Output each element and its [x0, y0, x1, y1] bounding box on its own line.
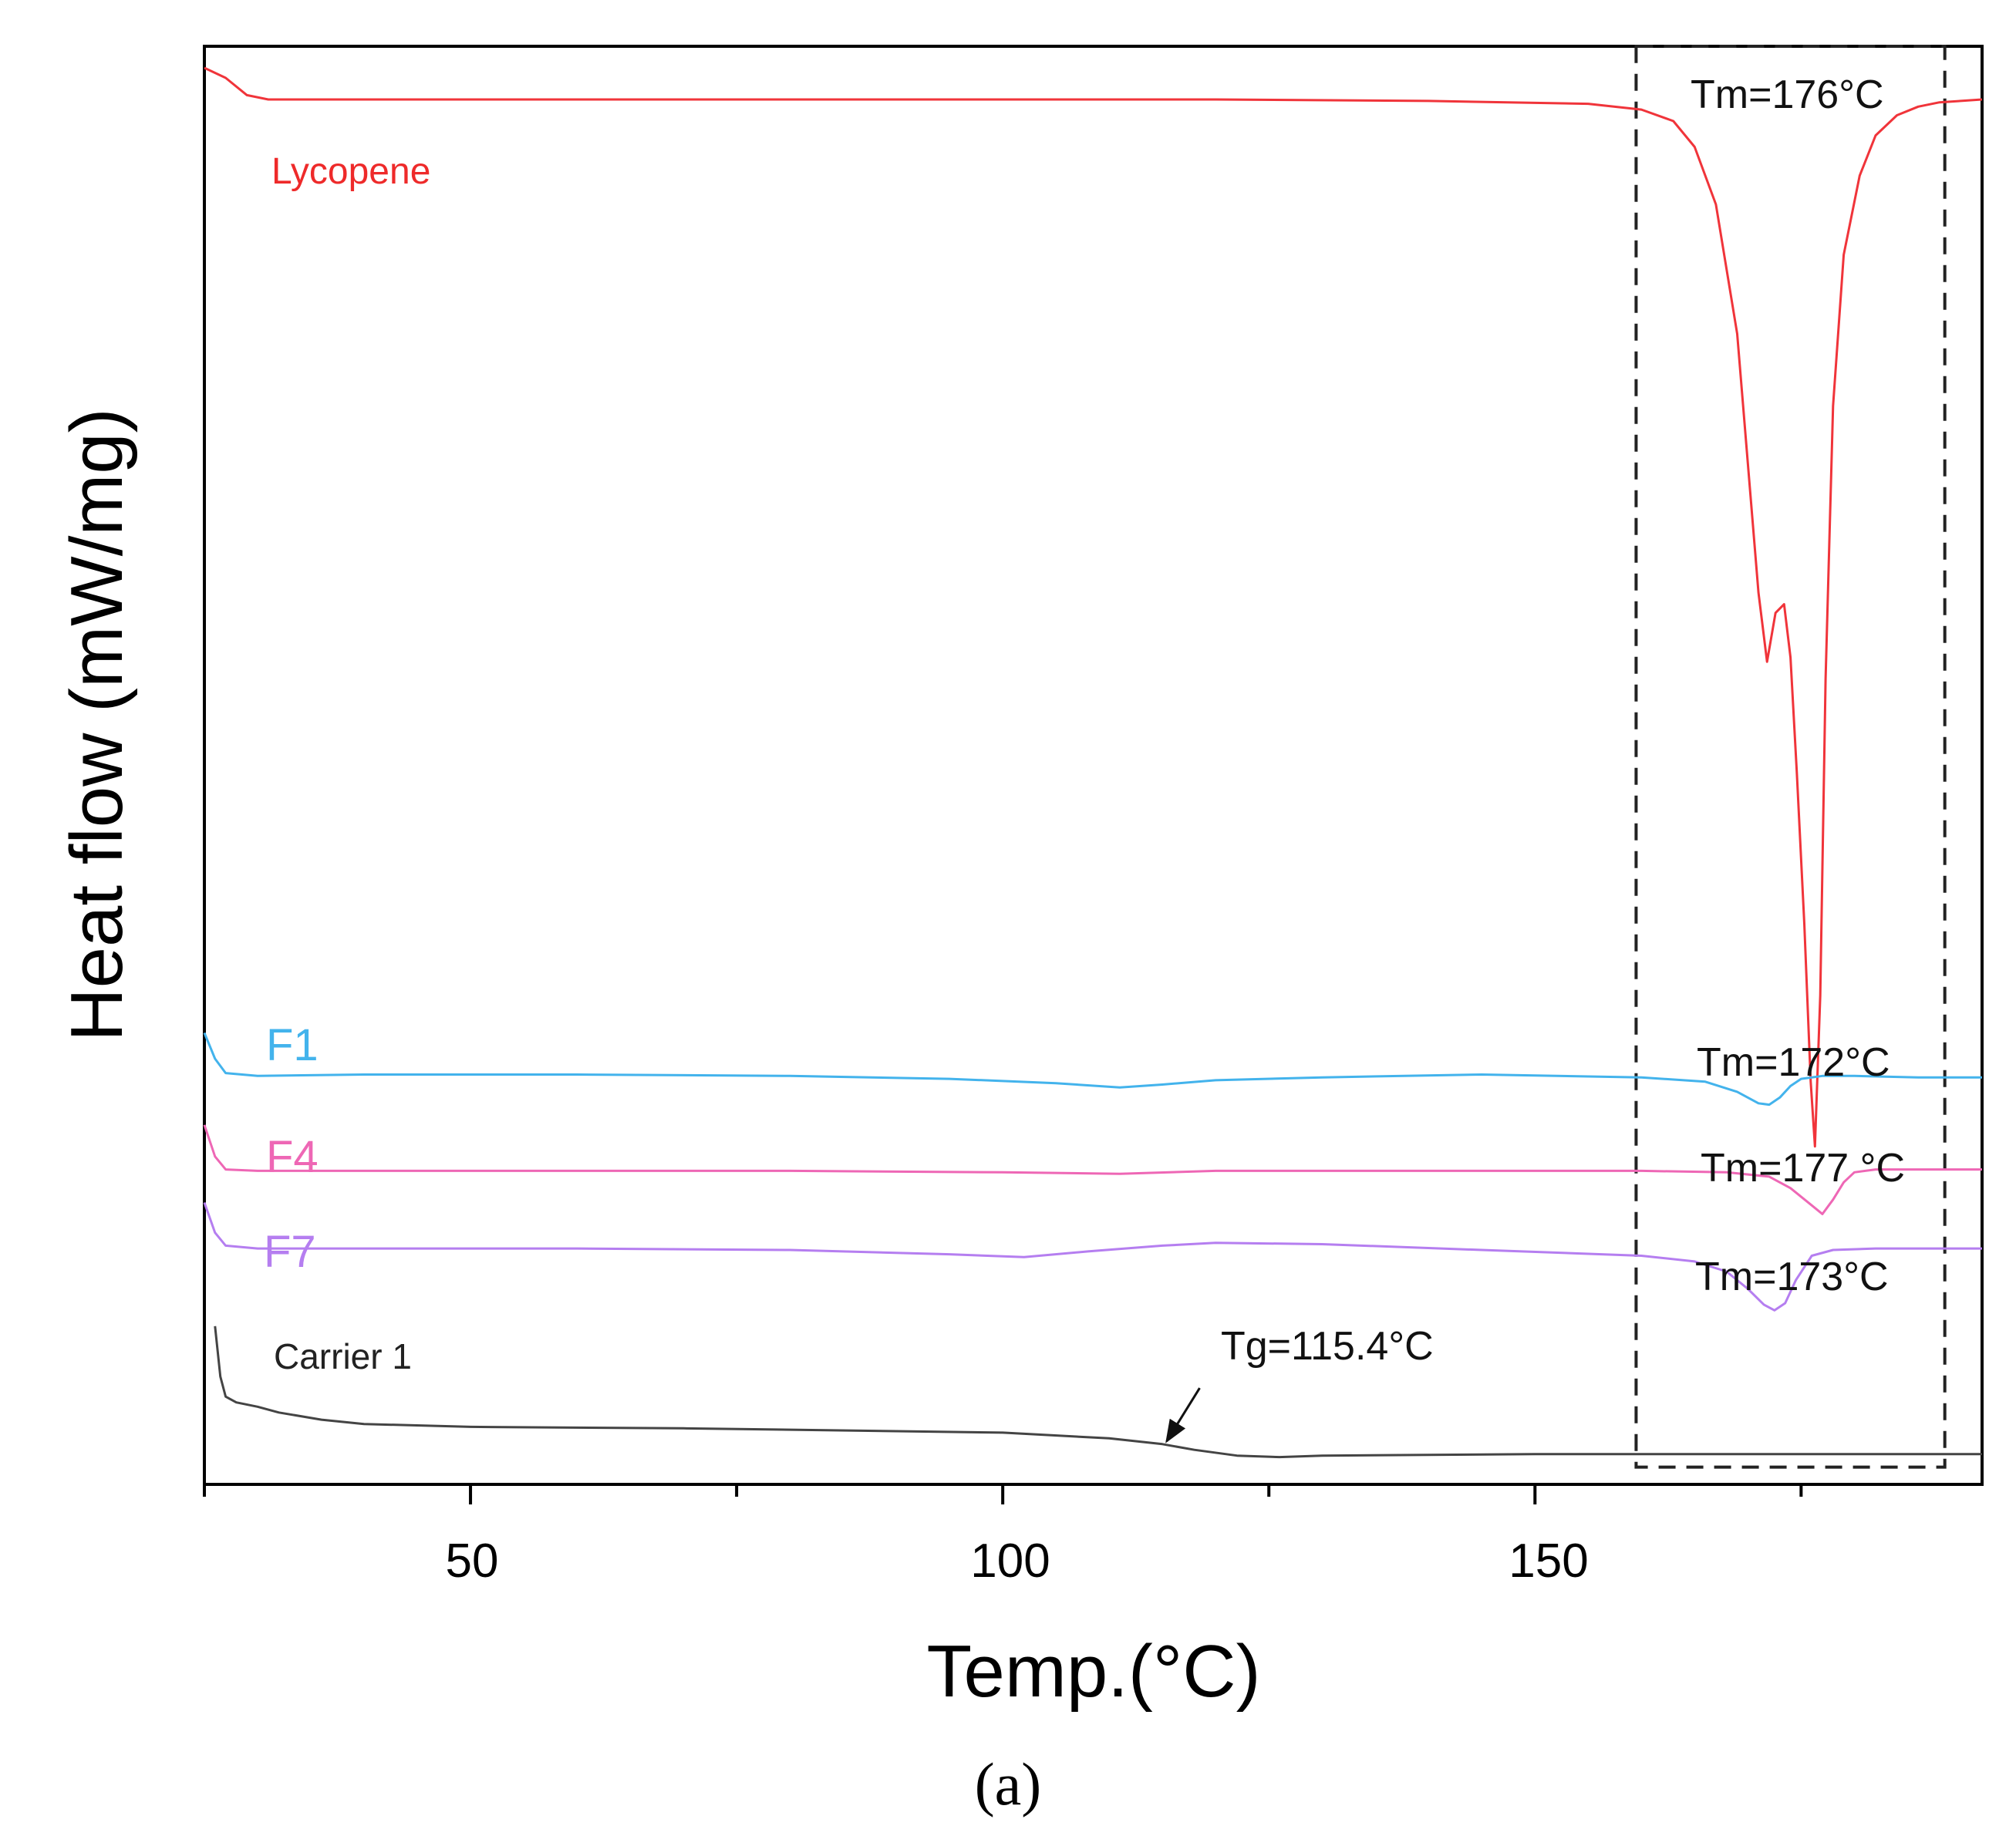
series-line-lycopene — [204, 66, 1983, 1148]
x-tick-label-50: 50 — [446, 1534, 499, 1588]
melting-region-box — [1634, 45, 1947, 1469]
series-line-f4 — [203, 1124, 1982, 1215]
carrier1-label: Carrier 1 — [274, 1336, 412, 1376]
tm-lycopene-annotation: Tm=176°C — [1691, 72, 1884, 117]
f7-label: F7 — [264, 1227, 316, 1277]
y-axis-title: Heat flow (mW/mg) — [56, 408, 138, 1041]
tm-f4-annotation: Tm=177 °C — [1701, 1146, 1905, 1191]
x-axis-ticks — [203, 1484, 1803, 1504]
x-tick-label-100: 100 — [970, 1534, 1050, 1588]
x-axis-title: Temp.(°C) — [926, 1630, 1260, 1713]
series-line-f1 — [203, 1032, 1982, 1107]
tm-f7-annotation: Tm=173°C — [1695, 1255, 1889, 1299]
tg-carrier-annotation: Tg=115.4°C — [1221, 1324, 1434, 1369]
tm-f1-annotation: Tm=172°C — [1697, 1040, 1890, 1085]
plot-frame — [203, 45, 1984, 1486]
f4-label: F4 — [266, 1132, 319, 1182]
lycopene-label: Lycopene — [271, 151, 430, 192]
series-line-carrier-1 — [214, 1326, 1982, 1459]
tg-arrow — [1165, 1387, 1201, 1444]
series-line-f7 — [203, 1202, 1982, 1312]
series-layer — [203, 66, 1983, 1459]
x-tick-label-150: 150 — [1509, 1534, 1588, 1588]
f1-label: F1 — [266, 1020, 319, 1070]
panel-label: (a) — [975, 1750, 1042, 1817]
